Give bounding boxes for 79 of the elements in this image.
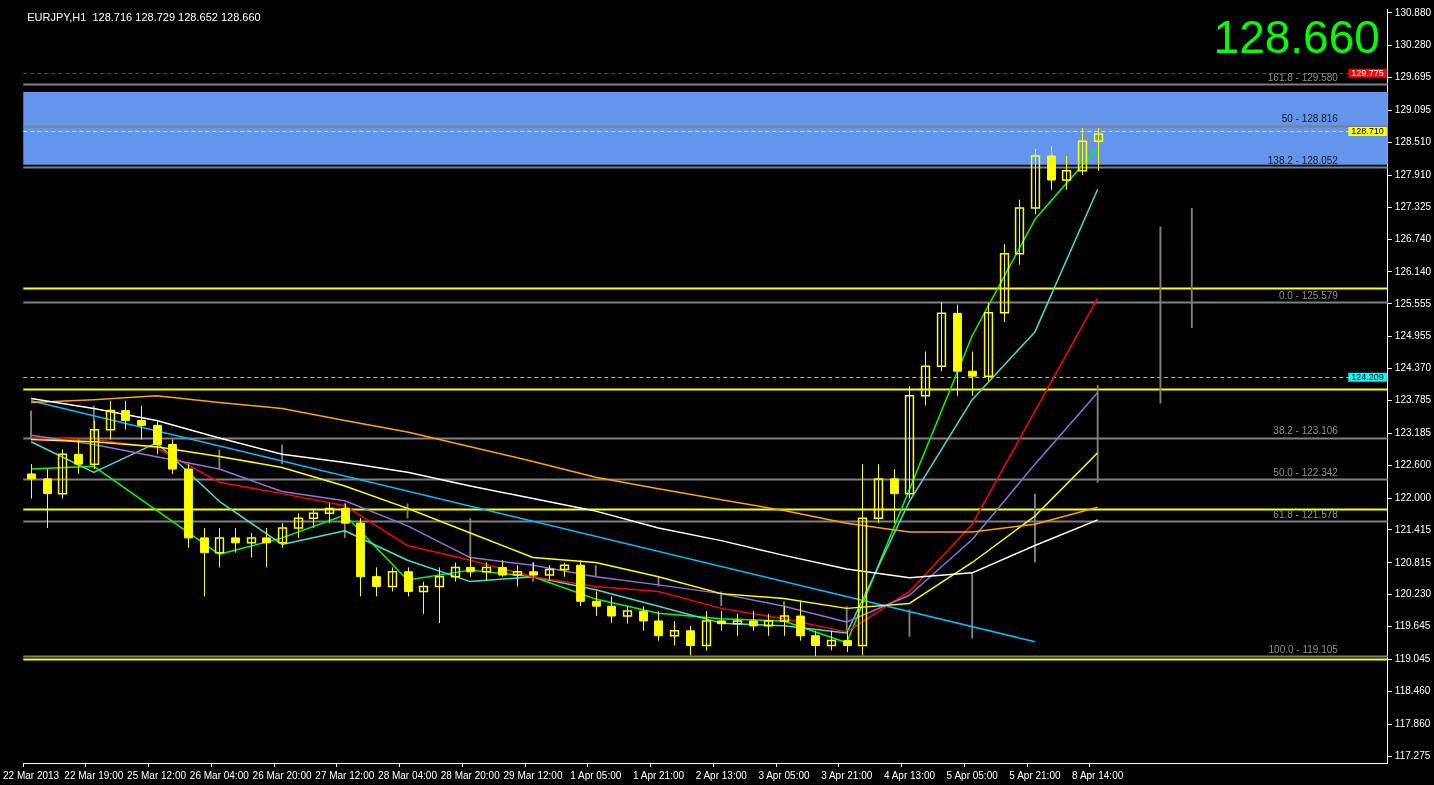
annotation: 0.0 - 125.579 <box>1278 290 1339 302</box>
candlestick <box>277 522 288 549</box>
candlestick <box>983 302 994 382</box>
y-tick-label: 119.045 <box>1394 653 1431 665</box>
ref-line-label: 128.710 <box>1351 125 1384 136</box>
candlestick <box>372 566 381 597</box>
y-tick-label: 124.370 <box>1394 362 1432 374</box>
chart-title: EURJPY,H1 128.716 128.729 128.652 128.660 <box>27 10 261 23</box>
x-tick-label: 22 Mar 2013 <box>3 769 60 781</box>
candlestick <box>701 610 712 651</box>
y-tick-label: 129.095 <box>1394 104 1432 116</box>
y-tick-label: 122.000 <box>1394 491 1432 503</box>
candlestick <box>669 620 680 647</box>
y-tick-label: 120.815 <box>1394 556 1432 568</box>
candlestick <box>512 564 523 588</box>
annotation: 38.2 - 123.106 <box>1273 425 1339 437</box>
x-tick-label: 29 Mar 12:00 <box>503 769 563 781</box>
candlestick <box>105 400 116 441</box>
x-tick-label: 1 Apr 05:00 <box>570 769 622 781</box>
candlestick <box>418 581 429 615</box>
candlestick <box>763 613 774 637</box>
y-tick-label: 127.910 <box>1394 168 1432 180</box>
y-tick-label: 126.140 <box>1394 265 1432 277</box>
y-tick-label: 126.740 <box>1394 232 1432 244</box>
candlestick <box>1061 155 1072 191</box>
candlestick <box>936 301 947 372</box>
candlestick <box>826 630 837 651</box>
annotation: 61.8 - 121.578 <box>1273 508 1339 520</box>
candlestick <box>1030 148 1041 215</box>
y-tick-label: 123.185 <box>1394 427 1432 439</box>
x-tick-label: 5 Apr 05:00 <box>946 769 999 781</box>
candlestick <box>214 527 225 568</box>
annotation: 50 - 128.816 <box>1281 113 1339 125</box>
y-tick-label: 123.785 <box>1394 394 1432 406</box>
annotation: 128.660 <box>1213 10 1380 63</box>
x-tick-label: 26 Mar 04:00 <box>189 769 250 781</box>
x-tick-label: 22 Mar 19:00 <box>64 769 124 781</box>
x-tick-label: 2 Apr 13:00 <box>695 769 748 781</box>
y-tick-label: 128.510 <box>1394 136 1432 148</box>
y-tick-label: 124.955 <box>1394 330 1432 342</box>
candlestick <box>121 400 130 431</box>
y-tick-label: 129.695 <box>1394 71 1432 83</box>
candlestick <box>1014 199 1025 266</box>
x-tick-label: 3 Apr 21:00 <box>821 769 873 781</box>
x-tick-label: 28 Mar 04:00 <box>378 769 438 781</box>
x-tick-label: 27 Mar 12:00 <box>315 769 375 781</box>
y-tick-label: 122.600 <box>1394 458 1432 470</box>
y-tick-label: 130.280 <box>1394 39 1432 51</box>
candlestick <box>450 561 461 583</box>
candlestick <box>246 532 257 559</box>
y-tick-label: 117.275 <box>1394 749 1431 761</box>
x-tick-label: 28 Mar 20:00 <box>440 769 501 781</box>
x-tick-label: 25 Mar 12:00 <box>127 769 187 781</box>
candlestick <box>57 448 68 500</box>
y-tick-label: 118.460 <box>1394 685 1431 697</box>
annotation: 100.0 - 119.105 <box>1268 643 1339 655</box>
annotation: 161.8 - 129.580 <box>1267 71 1339 83</box>
y-tick-label: 127.325 <box>1394 200 1432 212</box>
x-tick-label: 5 Apr 21:00 <box>1009 769 1061 781</box>
x-tick-label: 26 Mar 20:00 <box>252 769 312 781</box>
x-tick-label: 1 Apr 21:00 <box>632 769 685 781</box>
candlestick <box>434 566 445 624</box>
annotation: 50.0 - 122.342 <box>1273 467 1339 479</box>
ref-line-label: 129.775 <box>1351 67 1384 78</box>
candlestick <box>404 566 413 597</box>
x-tick-label: 4 Apr 13:00 <box>883 769 936 781</box>
candlestick <box>387 566 398 592</box>
ref-line-label: 124.209 <box>1351 371 1384 382</box>
y-tick-label: 117.860 <box>1394 717 1431 729</box>
y-tick-label: 120.230 <box>1394 588 1432 600</box>
y-tick-label: 121.415 <box>1394 523 1432 535</box>
x-tick-label: 3 Apr 05:00 <box>758 769 810 781</box>
annotation: 138.2 - 128.052 <box>1267 155 1339 167</box>
y-tick-label: 119.645 <box>1394 620 1431 632</box>
y-tick-label: 130.880 <box>1394 6 1432 18</box>
candlestick <box>732 613 743 637</box>
candlestick <box>293 512 304 539</box>
y-tick-label: 125.555 <box>1394 297 1432 309</box>
x-tick-label: 8 Apr 14:00 <box>1072 769 1124 781</box>
